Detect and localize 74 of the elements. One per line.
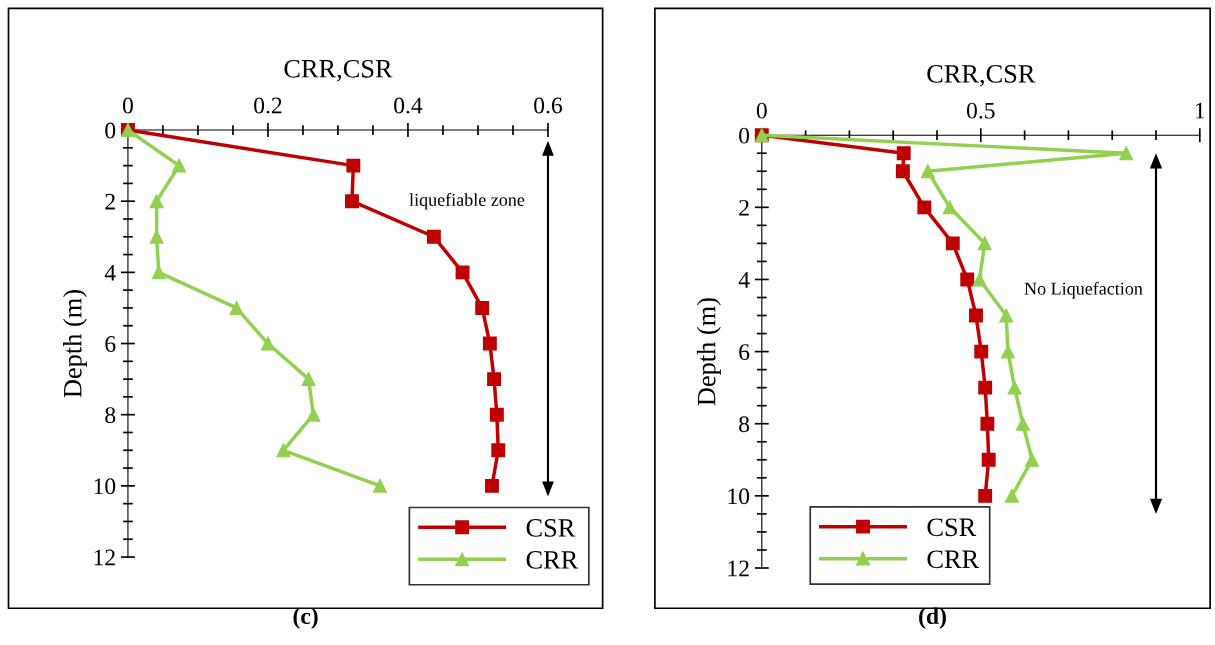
y-tick-label: 0 [105,122,116,139]
y-tick-label: 2 [739,199,749,216]
y-axis-title: Depth (m) [63,290,87,398]
point [960,272,975,287]
y-axis-title: Depth (m) [696,298,721,406]
point [149,194,164,209]
x-axis-title: CRR,CSR [927,65,1036,87]
y-tick-label: 8 [105,407,116,424]
point [475,300,490,315]
legend-label: CSR [927,518,977,537]
y-tick-label: 10 [94,478,116,495]
x-tick-label: 0 [756,102,767,119]
point [1015,416,1030,431]
point [1001,344,1015,359]
x-tick-label: 0.6 [534,97,563,114]
point [977,236,992,251]
annotation: liquefiable zone [409,193,525,210]
y-tick-label: 8 [739,416,750,433]
point [373,478,387,493]
annotation: No Liquefaction [1024,281,1143,299]
point [969,308,983,323]
point [345,194,359,209]
point [942,200,957,215]
point [1007,380,1022,395]
legend-label: CSR [526,519,576,537]
point [229,300,244,315]
point [489,407,504,422]
point [485,478,499,493]
point [1004,488,1019,503]
y-tick-label: 12 [94,549,115,566]
point [455,265,470,280]
x-tick-label: 0.2 [254,97,282,114]
point [945,236,960,251]
point [1119,146,1134,161]
point [980,416,995,431]
point [151,265,166,280]
y-tick-label: 10 [728,488,750,505]
point [261,336,275,351]
y-tick-label: 2 [105,193,115,210]
x-tick-label: 0.4 [394,97,423,114]
text: (d) [919,607,946,629]
x-tick-label: 0 [122,97,133,114]
legend-label: CRR [526,551,579,569]
point [346,158,361,173]
y-tick-label: 4 [738,272,750,288]
y-tick-label: 4 [104,265,116,281]
point [482,336,497,351]
point [920,164,935,179]
x-tick-label: 1 [1195,102,1205,119]
point [1025,452,1040,467]
point [999,308,1014,323]
point [896,146,911,161]
y-tick-label: 6 [105,336,116,352]
y-tick-label: 6 [739,344,750,361]
point [487,372,502,387]
text: (c) [293,607,318,629]
point [491,443,506,458]
point [974,344,989,359]
point [917,200,932,215]
x-axis-title: CRR,CSR [284,59,393,82]
y-tick-label: 12 [728,560,749,577]
point [172,158,186,173]
y-tick-label: 0 [739,127,750,144]
point [306,407,321,422]
point [895,164,910,179]
point [276,443,291,458]
point [301,372,316,387]
point [972,272,987,287]
point [426,229,441,244]
point [978,488,993,503]
point [978,380,993,395]
point [981,452,996,467]
legend-label: CRR [927,550,980,569]
x-tick-label: 0.5 [966,102,995,119]
